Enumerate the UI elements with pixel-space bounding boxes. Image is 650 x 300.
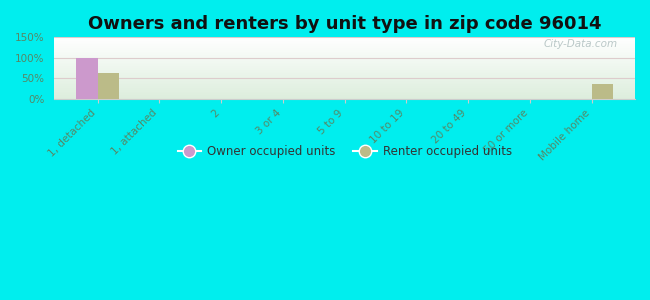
Bar: [98, 73, 119, 99]
Text: City-Data.com: City-Data.com: [543, 39, 618, 49]
Title: Owners and renters by unit type in zip code 96014: Owners and renters by unit type in zip c…: [88, 15, 601, 33]
Bar: [76, 58, 98, 99]
Bar: [592, 84, 614, 99]
Legend: Owner occupied units, Renter occupied units: Owner occupied units, Renter occupied un…: [173, 140, 517, 163]
